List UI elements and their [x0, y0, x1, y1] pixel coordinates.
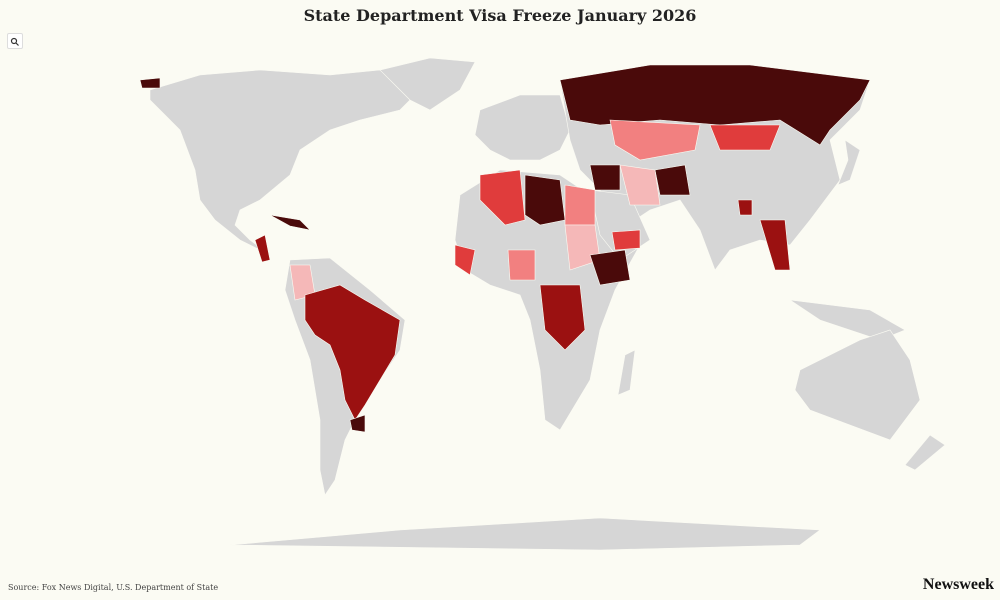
country: [269, 214, 311, 231]
country: [609, 119, 701, 161]
country: [507, 249, 536, 281]
country: [379, 57, 476, 111]
country: [479, 169, 526, 226]
country: [904, 434, 946, 471]
country: [254, 234, 271, 263]
country: [619, 164, 661, 206]
country: [304, 284, 401, 421]
country: [524, 174, 566, 226]
country: [654, 164, 691, 196]
country: [539, 284, 586, 351]
title: State Department Visa Freeze January 202…: [303, 6, 697, 25]
country: [559, 64, 871, 146]
country: [589, 164, 621, 191]
country: [589, 249, 631, 286]
country: [837, 139, 861, 186]
restricted-countries: [139, 64, 871, 433]
country: [454, 244, 476, 276]
country: [611, 229, 641, 251]
country: [474, 94, 571, 161]
country: [564, 184, 596, 226]
search-button[interactable]: [7, 33, 23, 49]
country: [149, 69, 421, 256]
search-icon: [10, 37, 19, 46]
country: [139, 77, 161, 89]
country: [229, 517, 821, 551]
country: [737, 199, 753, 216]
brand-logo: Newsweek: [922, 576, 994, 593]
country: [349, 414, 366, 433]
country: [794, 329, 921, 441]
country: [759, 219, 791, 271]
country: [617, 349, 636, 396]
country: [709, 124, 781, 151]
source-note: Source: Fox News Digital, U.S. Departmen…: [8, 583, 219, 592]
